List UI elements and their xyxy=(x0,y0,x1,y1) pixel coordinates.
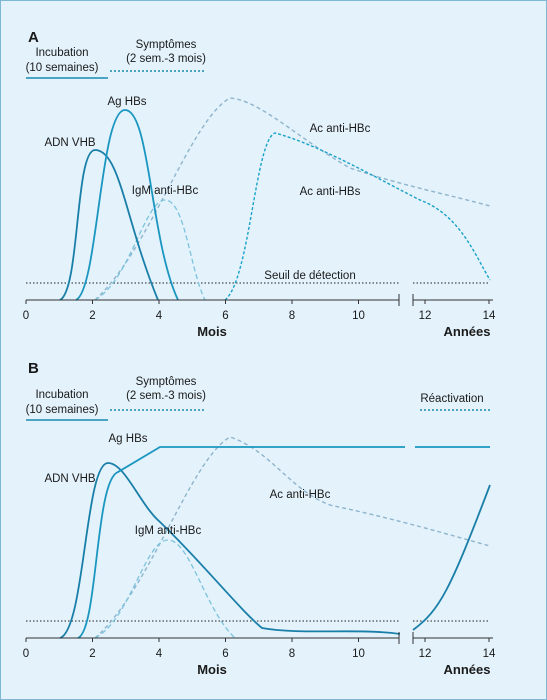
axis-title: Années xyxy=(444,662,491,677)
curve-label: Ag HBs xyxy=(108,96,147,108)
igm-curve xyxy=(94,199,206,301)
adn-curve xyxy=(59,462,401,639)
ac-hbs-curve xyxy=(224,132,491,301)
axis-title: Mois xyxy=(197,324,227,339)
curve-label: Ag HBs xyxy=(109,433,148,445)
tick-label: 2 xyxy=(89,310,95,322)
tick-label: 12 xyxy=(419,310,432,322)
symptoms-label: Symptômes xyxy=(136,39,197,51)
curve-label: Ac anti-HBs xyxy=(300,186,361,198)
tick-label: 6 xyxy=(222,310,228,322)
panel-letter: B xyxy=(28,360,39,377)
panel-letter: A xyxy=(28,29,39,46)
tick-label: 0 xyxy=(23,648,29,660)
reactivation-curve xyxy=(412,484,491,631)
tick-label: 10 xyxy=(352,648,365,660)
tick-label: 10 xyxy=(352,310,365,322)
axis-title: Mois xyxy=(197,662,227,677)
curve-label: IgM anti-HBc xyxy=(132,185,199,197)
tick-label: 4 xyxy=(156,310,163,322)
axis-title: Années xyxy=(444,324,491,339)
curve-label: ADN VHB xyxy=(44,473,95,485)
panel-b: B Incubation (10 semaines) Symptômes (2 … xyxy=(23,360,496,677)
ac-hbc-curve xyxy=(94,436,491,639)
tick-label: 0 xyxy=(23,310,29,322)
ag-hbs-curve xyxy=(75,109,179,301)
curve-label: ADN VHB xyxy=(44,137,95,149)
tick-label: 12 xyxy=(419,648,432,660)
ag-hbs-curve xyxy=(77,446,405,639)
adn-curve xyxy=(59,149,159,301)
tick-label: 2 xyxy=(89,648,95,660)
incubation-label: (10 semaines) xyxy=(26,62,99,74)
symptoms-label: (2 sem.-3 mois) xyxy=(126,53,206,65)
curve-label: Ac anti-HBc xyxy=(270,489,331,501)
symptoms-label: Symptômes xyxy=(136,376,197,388)
igm-curve xyxy=(94,539,236,639)
panel-a: A Incubation (10 semaines) Symptômes (2 … xyxy=(23,29,496,339)
threshold-label: Seuil de détection xyxy=(264,270,355,282)
tick-label: 6 xyxy=(222,648,228,660)
tick-label: 4 xyxy=(156,648,163,660)
tick-label: 8 xyxy=(289,648,295,660)
tick-label: 14 xyxy=(483,648,496,660)
curve-label: Ac anti-HBc xyxy=(310,123,371,135)
tick-label: 8 xyxy=(289,310,295,322)
incubation-label: Incubation xyxy=(35,47,88,59)
reactivation-label: Réactivation xyxy=(420,393,483,405)
incubation-label: (10 semaines) xyxy=(26,404,99,416)
tick-label: 14 xyxy=(483,310,496,322)
incubation-label: Incubation xyxy=(35,389,88,401)
ac-hbc-curve xyxy=(94,97,491,301)
curve-label: IgM anti-HBc xyxy=(135,525,202,537)
symptoms-label: (2 sem.-3 mois) xyxy=(126,390,206,402)
